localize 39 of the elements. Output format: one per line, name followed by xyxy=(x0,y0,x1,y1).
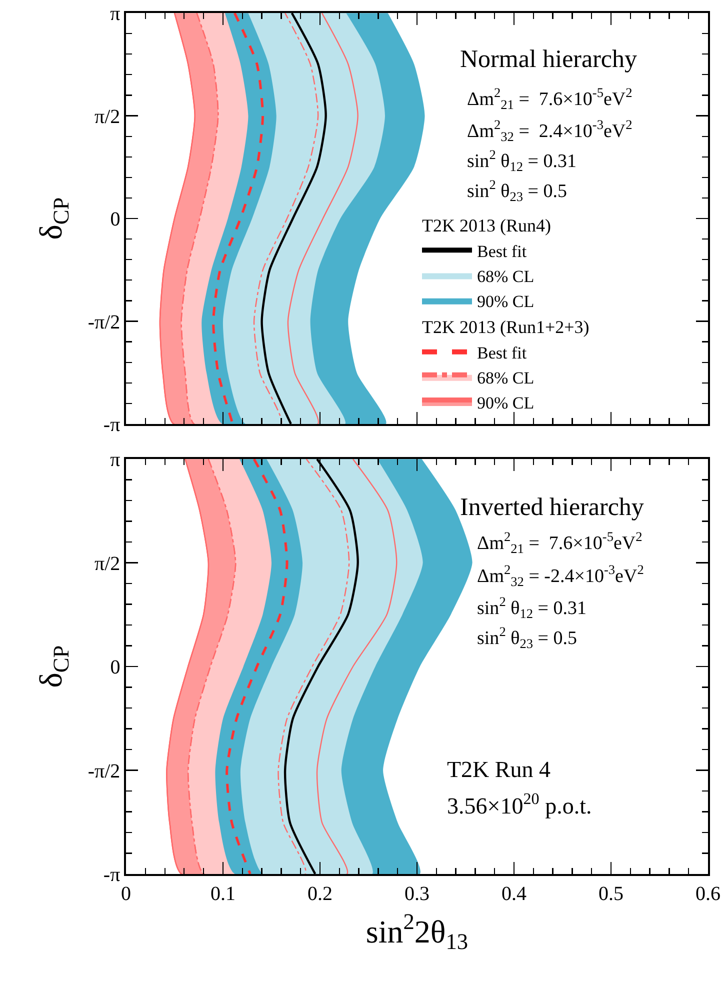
annotation: Δm$^{2}$$_{32}$ = -2.4×10$^{-3}$eV$^{2}$ xyxy=(477,562,644,589)
x-tick-label: 0.2 xyxy=(308,882,332,905)
y-tick-label: -π/2 xyxy=(88,760,120,782)
annotation: Δm$^{2}$$_{32}$ = 2.4×10$^{-3}$eV$^{2}$ xyxy=(467,117,632,144)
legend-label: Best fit xyxy=(477,343,527,362)
y-tick-label: -π xyxy=(103,864,120,886)
legend-label: 68% CL xyxy=(477,368,534,388)
y-tick-label: -π/2 xyxy=(88,311,120,334)
text: T2K 2013 (Run1+2+3) xyxy=(422,317,590,338)
annotation: 3.56×10$^{20}$ p.o.t. xyxy=(447,791,592,819)
x-tick-label: 0.3 xyxy=(404,882,430,905)
x-tick-label: 0.6 xyxy=(696,882,720,905)
text: T2K 2013 (Run4) xyxy=(422,215,551,236)
legend-label: Best fit xyxy=(477,242,527,261)
legend-label: 90% CL xyxy=(477,394,534,413)
annotation: Δm$^{2}$$_{21}$ = 7.6×10$^{-5}$eV$^{2}$ xyxy=(477,529,642,556)
annotation: sin$^{2}$ θ$_{12}$ = 0.31 xyxy=(467,147,576,174)
annotation: Normal hierarchy xyxy=(460,46,638,73)
x-tick-label: 0.5 xyxy=(598,882,624,905)
y-tick-label: π/2 xyxy=(94,552,120,575)
x-tick-label: 0.4 xyxy=(502,882,526,905)
y-tick-label: π/2 xyxy=(94,106,120,128)
annotation: Δm$^{2}$$_{21}$ = 7.6×10$^{-5}$eV$^{2}$ xyxy=(467,85,632,112)
annotation: sin$^{2}$ θ$_{12}$ = 0.31 xyxy=(477,594,586,621)
y-tick-label: π xyxy=(110,449,120,471)
legend-label: 90% CL xyxy=(477,292,534,311)
legend-label: 68% CL xyxy=(477,266,534,286)
x-tick-label: 0.1 xyxy=(210,882,236,905)
annotation: T2K Run 4 xyxy=(447,757,551,782)
annotation: sin$^{2}$ θ$_{23}$ = 0.5 xyxy=(477,624,577,651)
annotation: sin$^{2}$ θ$_{23}$ = 0.5 xyxy=(467,177,567,204)
x-axis-title: sin$^{2}$2θ$_{13}$ xyxy=(366,908,468,954)
annotation: Inverted hierarchy xyxy=(460,494,644,521)
line-series xyxy=(226,459,288,874)
y-tick-label: 0 xyxy=(110,208,120,230)
line-series xyxy=(212,13,264,424)
y-tick-label: 0 xyxy=(110,656,120,678)
y-tick-label: -π xyxy=(103,414,120,436)
y-tick-label: π xyxy=(110,3,120,25)
